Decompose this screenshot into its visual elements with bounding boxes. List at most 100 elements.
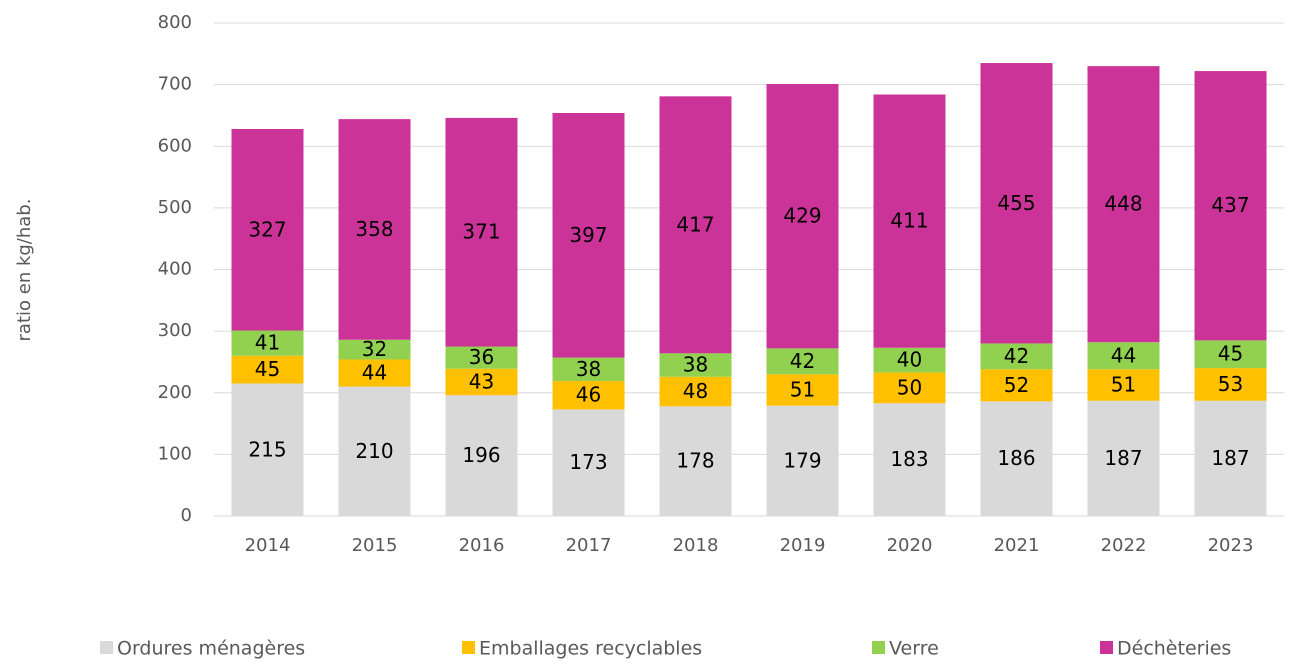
data-label: 397 [569,223,607,247]
x-tick-label: 2022 [1101,535,1147,556]
bar-segment [231,383,304,516]
bar-segment [659,376,732,407]
data-label: 411 [890,209,928,233]
bar-segment [766,405,839,516]
bar-segment [980,63,1053,344]
y-tick-label: 600 [158,135,192,156]
data-label: 215 [248,437,286,461]
data-label: 38 [576,357,601,381]
bar-segment [1194,71,1267,341]
bar-segment [445,395,518,516]
bar-segment [873,403,946,516]
bar-segment [980,343,1053,370]
y-axis-label: ratio en kg/hab. [14,199,35,342]
bar-segment [980,401,1053,516]
bar-segment [766,84,839,349]
data-label: 36 [469,345,494,369]
data-label: 187 [1211,446,1249,470]
data-label: 50 [897,375,922,399]
data-label: 327 [248,217,286,241]
bar-segment [766,348,839,375]
y-tick-label: 500 [158,197,192,218]
data-label: 187 [1104,446,1142,470]
y-tick-label: 400 [158,259,192,280]
data-label: 210 [355,439,393,463]
bar-segment [980,369,1053,402]
data-label: 448 [1104,192,1142,216]
data-label: 38 [683,353,708,377]
y-tick-label: 0 [181,505,192,526]
legend-label: Ordures ménagères [117,638,305,660]
bar-segment [873,94,946,348]
x-tick-label: 2017 [566,535,612,556]
data-label: 44 [362,361,387,385]
data-label: 371 [462,220,500,244]
data-label: 358 [355,217,393,241]
bar-segment [1194,340,1267,369]
bar-segment [338,339,411,360]
data-label: 43 [469,369,494,393]
data-label: 196 [462,443,500,467]
bar-segment [766,374,839,406]
bar-segment [231,355,304,384]
bar-segment [231,128,304,331]
x-tick-label: 2018 [673,535,719,556]
data-label: 178 [676,449,714,473]
bar-segment [445,368,518,396]
bar-segment [552,381,625,410]
x-tick-label: 2015 [352,535,398,556]
bar-segment [1194,400,1267,516]
legend-swatch [1100,641,1113,654]
legend-label: Verre [889,638,939,660]
x-tick-label: 2016 [459,535,505,556]
data-label: 183 [890,447,928,471]
bar-segment [552,112,625,358]
data-label: 179 [783,448,821,472]
x-tick-label: 2020 [887,535,933,556]
legend-swatch [462,641,475,654]
data-label: 42 [790,349,815,373]
bar-segment [338,119,411,340]
x-tick-label: 2019 [780,535,826,556]
y-tick-label: 100 [158,443,192,464]
data-label: 44 [1111,343,1136,367]
data-label: 45 [255,357,280,381]
data-label: 48 [683,379,708,403]
bar-segment [231,330,304,356]
x-tick-label: 2023 [1208,535,1254,556]
legend-label: Emballages recyclables [479,638,702,660]
bar-segment [552,409,625,516]
data-label: 32 [362,337,387,361]
data-label: 429 [783,204,821,228]
data-label: 437 [1211,193,1249,217]
bar-segment [445,117,518,347]
data-label: 40 [897,348,922,372]
legend-swatch [100,641,113,654]
bar-segment [659,96,732,354]
legend-swatch [872,641,885,654]
bar-segment [338,386,411,516]
y-tick-label: 200 [158,382,192,403]
bar-segment [873,347,946,373]
legend-label: Déchèteries [1117,638,1231,660]
x-tick-label: 2014 [245,535,291,556]
bar-segment [873,372,946,404]
data-label: 173 [569,450,607,474]
bar-segment [552,357,625,382]
bar-segment [1087,342,1160,370]
y-tick-label: 300 [158,320,192,341]
bar-segment [1194,368,1267,401]
x-tick-label: 2021 [994,535,1040,556]
y-tick-label: 700 [158,74,192,95]
bar-segment [659,406,732,516]
bar-segment [1087,400,1160,516]
data-label: 42 [1004,344,1029,368]
data-label: 41 [255,331,280,355]
data-label: 455 [997,191,1035,215]
bar-segment [1087,66,1160,343]
data-label: 186 [997,446,1035,470]
bar-segment [1087,369,1160,401]
y-tick-label: 800 [158,12,192,33]
bar-segment [445,346,518,369]
